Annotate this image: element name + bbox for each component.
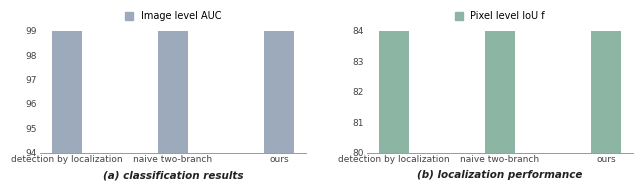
X-axis label: (b) localization performance: (b) localization performance <box>417 170 582 180</box>
Bar <box>591 0 621 153</box>
Legend: Pixel level IoU f: Pixel level IoU f <box>455 11 545 21</box>
Bar <box>264 0 294 153</box>
X-axis label: (a) classification results: (a) classification results <box>103 170 243 180</box>
Bar <box>379 0 409 153</box>
Legend: Image level AUC: Image level AUC <box>125 11 221 21</box>
Bar <box>485 0 515 153</box>
Bar <box>52 0 82 153</box>
Bar <box>158 0 188 153</box>
